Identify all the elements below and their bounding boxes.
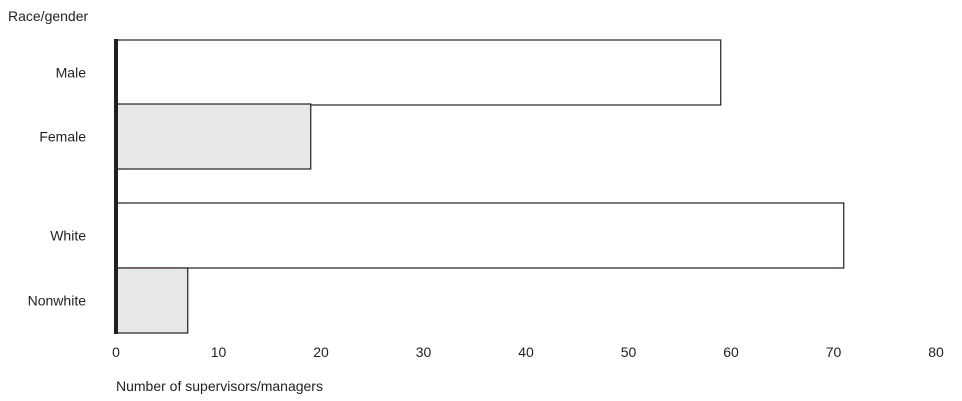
x-tick-label-70: 70 [826, 344, 842, 360]
x-tick-label-80: 80 [928, 344, 944, 360]
x-axis-label: Number of supervisors/managers [116, 378, 323, 394]
category-label-female: Female [39, 129, 86, 145]
category-label-nonwhite: Nonwhite [28, 293, 87, 309]
bar-white [115, 202, 845, 269]
x-tick-label-30: 30 [416, 344, 432, 360]
category-label-white: White [50, 228, 86, 244]
x-tick-label-0: 0 [112, 344, 120, 360]
x-tick-label-60: 60 [723, 344, 739, 360]
x-tick-label-10: 10 [211, 344, 227, 360]
x-tick-labels-group: 0 10 20 30 40 50 60 70 80 [112, 344, 944, 360]
y-axis-label: Race/gender [8, 8, 89, 24]
bar-female [115, 103, 312, 170]
x-tick-label-50: 50 [621, 344, 637, 360]
bar-male [115, 39, 722, 106]
category-label-male: Male [56, 65, 87, 81]
x-tick-label-40: 40 [518, 344, 534, 360]
category-labels-group: Male Female White Nonwhite [28, 65, 87, 309]
x-tick-label-20: 20 [313, 344, 329, 360]
bar-nonwhite [115, 267, 189, 334]
bars-group [115, 39, 845, 334]
